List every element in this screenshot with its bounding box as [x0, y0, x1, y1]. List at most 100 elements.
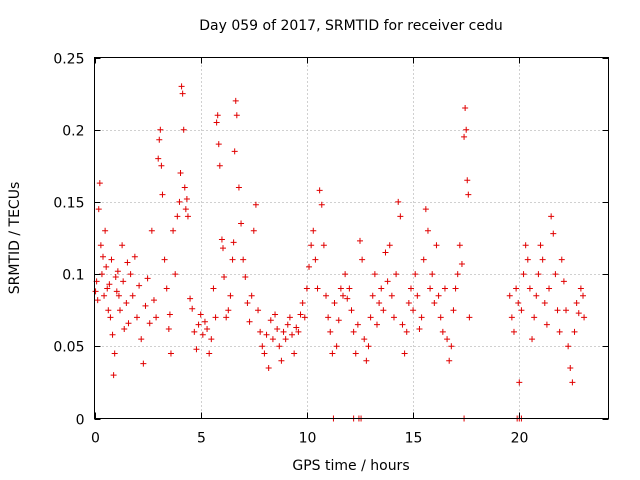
data-point	[461, 133, 468, 140]
data-point	[373, 321, 380, 328]
data-point	[463, 126, 470, 133]
data-point	[444, 336, 451, 343]
data-point	[291, 350, 298, 357]
data-point	[121, 325, 128, 332]
data-point	[448, 343, 455, 350]
data-point	[312, 256, 319, 263]
x-tick-label: 0	[91, 431, 100, 447]
data-point	[179, 90, 186, 97]
data-point	[403, 328, 410, 335]
data-point	[356, 237, 363, 244]
data-point	[119, 242, 126, 249]
data-point	[446, 357, 453, 364]
data-point	[560, 278, 567, 285]
data-point	[577, 285, 584, 292]
data-point	[306, 263, 313, 270]
data-point	[116, 307, 123, 314]
data-point	[177, 170, 184, 177]
data-point	[235, 184, 242, 191]
data-point	[439, 328, 446, 335]
data-point	[286, 314, 293, 321]
data-point	[106, 281, 113, 288]
data-point	[231, 148, 238, 155]
data-point	[299, 299, 306, 306]
data-point	[397, 213, 404, 220]
data-point	[138, 336, 145, 343]
axis-ticks	[94, 57, 609, 420]
data-point	[316, 187, 323, 194]
y-axis-title: SRMTID / TECUs	[7, 182, 23, 295]
data-point	[376, 299, 383, 306]
data-point	[120, 278, 127, 285]
data-point	[303, 285, 310, 292]
data-point	[350, 328, 357, 335]
data-point	[543, 321, 550, 328]
data-point	[533, 292, 540, 299]
data-point	[284, 321, 291, 328]
data-point	[215, 141, 222, 148]
data-point	[464, 177, 471, 184]
data-point	[136, 282, 143, 289]
data-point	[431, 299, 438, 306]
data-point	[96, 180, 103, 187]
data-point	[214, 112, 221, 119]
data-point	[115, 292, 122, 299]
data-point	[220, 245, 226, 252]
data-point	[225, 307, 232, 314]
data-point	[159, 191, 166, 198]
data-point	[240, 256, 247, 263]
data-point	[213, 119, 220, 126]
data-point	[466, 314, 473, 321]
data-point	[301, 314, 308, 321]
data-point	[166, 311, 173, 318]
data-point	[278, 357, 285, 364]
data-point	[148, 227, 155, 234]
data-point	[325, 314, 332, 321]
data-point	[108, 256, 115, 263]
data-point	[401, 350, 408, 357]
data-point	[261, 350, 268, 357]
data-point	[441, 285, 448, 292]
data-point	[465, 191, 472, 198]
data-point	[246, 318, 253, 325]
data-point	[150, 297, 157, 304]
data-point	[546, 285, 553, 292]
data-point	[187, 295, 194, 302]
x-tick-label: 20	[511, 431, 529, 447]
data-point	[567, 364, 574, 371]
data-point	[102, 227, 109, 234]
data-point	[297, 311, 304, 318]
data-point	[250, 227, 257, 234]
data-point	[233, 112, 240, 119]
data-point	[405, 299, 412, 306]
data-point	[418, 314, 425, 321]
data-point	[571, 328, 578, 335]
data-point	[462, 105, 469, 112]
data-point	[156, 136, 163, 143]
data-point	[153, 314, 160, 321]
data-point	[348, 307, 355, 314]
data-point	[365, 343, 372, 350]
data-point	[170, 227, 177, 234]
data-point	[427, 285, 434, 292]
data-point	[340, 292, 347, 299]
data-point	[252, 201, 259, 208]
data-point	[295, 328, 302, 335]
x-tick-label: 10	[299, 431, 317, 447]
data-point	[346, 285, 353, 292]
data-point	[174, 213, 181, 220]
data-point	[537, 242, 544, 249]
y-tick-label: 0.15	[53, 196, 84, 212]
data-point	[218, 236, 225, 243]
data-point	[558, 256, 565, 263]
data-point	[390, 314, 397, 321]
data-point	[212, 314, 219, 321]
data-point	[107, 314, 114, 321]
data-point	[329, 350, 336, 357]
data-point	[384, 278, 391, 285]
data-point	[456, 242, 463, 249]
data-point	[127, 271, 134, 278]
data-point	[524, 256, 531, 263]
data-point	[180, 126, 187, 133]
